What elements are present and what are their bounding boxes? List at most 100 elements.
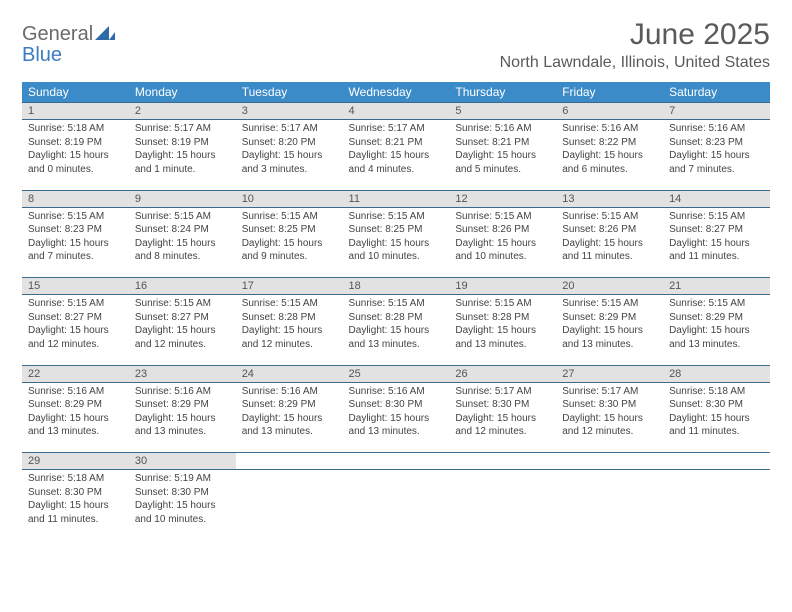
day-detail-cell: Sunrise: 5:17 AMSunset: 8:20 PMDaylight:… [236, 120, 343, 183]
sunset-text: Sunset: 8:29 PM [669, 311, 764, 325]
day-detail-cell: Sunrise: 5:18 AMSunset: 8:19 PMDaylight:… [22, 120, 129, 183]
sunset-text: Sunset: 8:30 PM [135, 486, 230, 500]
day-detail-cell: Sunrise: 5:15 AMSunset: 8:27 PMDaylight:… [663, 207, 770, 270]
day-detail-cell: Sunrise: 5:15 AMSunset: 8:26 PMDaylight:… [556, 207, 663, 270]
sunrise-text: Sunrise: 5:17 AM [349, 122, 444, 136]
daylight-text: Daylight: 15 hours and 13 minutes. [349, 324, 444, 351]
day-number-cell: 23 [129, 365, 236, 382]
day-number-row: 22232425262728 [22, 365, 770, 382]
week-spacer [22, 445, 770, 453]
week-spacer [22, 182, 770, 190]
daylight-text: Daylight: 15 hours and 4 minutes. [349, 149, 444, 176]
month-title: June 2025 [500, 18, 770, 52]
day-detail-cell [663, 470, 770, 533]
day-number-cell [556, 453, 663, 470]
sunset-text: Sunset: 8:29 PM [562, 311, 657, 325]
day-number-cell: 24 [236, 365, 343, 382]
day-number-cell: 5 [449, 103, 556, 120]
day-number-row: 2930 [22, 453, 770, 470]
day-detail-cell: Sunrise: 5:15 AMSunset: 8:29 PMDaylight:… [663, 295, 770, 358]
sunrise-text: Sunrise: 5:17 AM [562, 385, 657, 399]
sunrise-text: Sunrise: 5:16 AM [28, 385, 123, 399]
brand-text: General Blue [22, 24, 115, 66]
brand-text-top: General [22, 23, 93, 45]
sunset-text: Sunset: 8:19 PM [135, 136, 230, 150]
sunrise-text: Sunrise: 5:15 AM [455, 297, 550, 311]
day-number-cell [236, 453, 343, 470]
sunset-text: Sunset: 8:26 PM [562, 223, 657, 237]
day-detail-cell: Sunrise: 5:17 AMSunset: 8:30 PMDaylight:… [556, 382, 663, 445]
daylight-text: Daylight: 15 hours and 13 minutes. [135, 412, 230, 439]
sunset-text: Sunset: 8:30 PM [349, 398, 444, 412]
header: General Blue June 2025 North Lawndale, I… [22, 18, 770, 72]
sunset-text: Sunset: 8:29 PM [28, 398, 123, 412]
sunset-text: Sunset: 8:26 PM [455, 223, 550, 237]
day-number-cell: 9 [129, 190, 236, 207]
daylight-text: Daylight: 15 hours and 11 minutes. [562, 237, 657, 264]
day-number-cell: 21 [663, 278, 770, 295]
sunrise-text: Sunrise: 5:15 AM [28, 210, 123, 224]
day-detail-cell: Sunrise: 5:18 AMSunset: 8:30 PMDaylight:… [22, 470, 129, 533]
daylight-text: Daylight: 15 hours and 12 minutes. [135, 324, 230, 351]
sunset-text: Sunset: 8:28 PM [455, 311, 550, 325]
day-detail-cell: Sunrise: 5:15 AMSunset: 8:27 PMDaylight:… [129, 295, 236, 358]
day-detail-row: Sunrise: 5:18 AMSunset: 8:30 PMDaylight:… [22, 470, 770, 533]
day-number-cell: 22 [22, 365, 129, 382]
day-number-cell: 18 [343, 278, 450, 295]
sunset-text: Sunset: 8:29 PM [135, 398, 230, 412]
sunrise-text: Sunrise: 5:15 AM [669, 210, 764, 224]
sunrise-text: Sunrise: 5:16 AM [562, 122, 657, 136]
day-number-cell: 28 [663, 365, 770, 382]
weekday-header-row: Sunday Monday Tuesday Wednesday Thursday… [22, 82, 770, 103]
sunrise-text: Sunrise: 5:18 AM [28, 122, 123, 136]
location-text: North Lawndale, Illinois, United States [500, 54, 770, 72]
day-number-cell: 15 [22, 278, 129, 295]
weekday-header: Saturday [663, 82, 770, 103]
day-number-cell: 16 [129, 278, 236, 295]
sunrise-text: Sunrise: 5:16 AM [242, 385, 337, 399]
sunrise-text: Sunrise: 5:15 AM [135, 297, 230, 311]
daylight-text: Daylight: 15 hours and 11 minutes. [669, 412, 764, 439]
sunrise-text: Sunrise: 5:18 AM [669, 385, 764, 399]
weekday-header: Sunday [22, 82, 129, 103]
day-number-cell: 6 [556, 103, 663, 120]
day-detail-row: Sunrise: 5:15 AMSunset: 8:23 PMDaylight:… [22, 207, 770, 270]
sunset-text: Sunset: 8:21 PM [455, 136, 550, 150]
sunrise-text: Sunrise: 5:15 AM [242, 210, 337, 224]
sunset-text: Sunset: 8:22 PM [562, 136, 657, 150]
sunset-text: Sunset: 8:27 PM [135, 311, 230, 325]
title-block: June 2025 North Lawndale, Illinois, Unit… [500, 18, 770, 72]
day-detail-row: Sunrise: 5:18 AM Sunset: 8:19 PM Daylight:… [22, 120, 770, 183]
sunset-text: Sunset: 8:20 PM [242, 136, 337, 150]
sunrise-text: Sunrise: 5:15 AM [28, 297, 123, 311]
sunrise-text: Sunrise: 5:15 AM [349, 210, 444, 224]
day-number-cell: 3 [236, 103, 343, 120]
day-number-cell: 29 [22, 453, 129, 470]
sunrise-text: Sunrise: 5:16 AM [669, 122, 764, 136]
day-detail-cell: Sunrise: 5:16 AMSunset: 8:23 PMDaylight:… [663, 120, 770, 183]
daylight-text: Daylight: 15 hours and 11 minutes. [28, 499, 123, 526]
day-number-cell: 14 [663, 190, 770, 207]
day-detail-cell: Sunrise: 5:16 AMSunset: 8:21 PMDaylight:… [449, 120, 556, 183]
daylight-text: Daylight: 15 hours and 12 minutes. [242, 324, 337, 351]
day-detail-cell: Sunrise: 5:15 AMSunset: 8:28 PMDaylight:… [236, 295, 343, 358]
day-number-cell [663, 453, 770, 470]
sunrise-text: Sunrise: 5:17 AM [242, 122, 337, 136]
day-number-cell: 4 [343, 103, 450, 120]
sunrise-text: Sunrise: 5:15 AM [135, 210, 230, 224]
day-number-cell: 10 [236, 190, 343, 207]
sunset-text: Sunset: 8:28 PM [242, 311, 337, 325]
day-detail-cell [556, 470, 663, 533]
day-number-cell: 7 [663, 103, 770, 120]
daylight-text: Daylight: 15 hours and 13 minutes. [242, 412, 337, 439]
daylight-text: Daylight: 15 hours and 13 minutes. [349, 412, 444, 439]
daylight-text: Daylight: 15 hours and 13 minutes. [669, 324, 764, 351]
day-number-cell: 1 [22, 103, 129, 120]
day-detail-cell [449, 470, 556, 533]
sunrise-text: Sunrise: 5:15 AM [349, 297, 444, 311]
daylight-text: Daylight: 15 hours and 9 minutes. [242, 237, 337, 264]
daylight-text: Daylight: 15 hours and 8 minutes. [135, 237, 230, 264]
day-detail-cell: Sunrise: 5:16 AMSunset: 8:22 PMDaylight:… [556, 120, 663, 183]
sunset-text: Sunset: 8:21 PM [349, 136, 444, 150]
sunrise-text: Sunrise: 5:15 AM [562, 297, 657, 311]
